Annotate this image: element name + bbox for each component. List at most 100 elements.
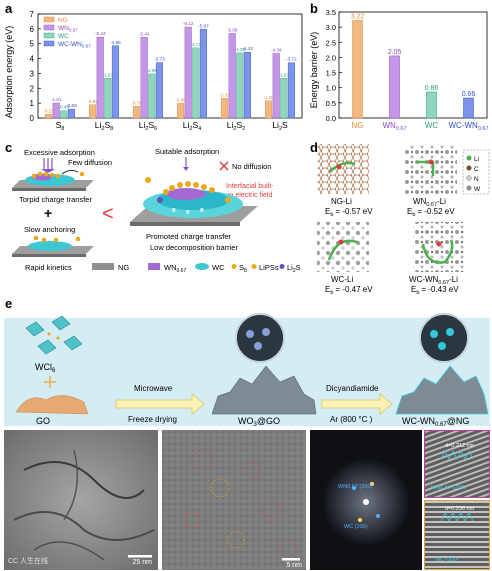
legend-d-n: N bbox=[474, 176, 479, 183]
chart-b-bar-label: 0.86 bbox=[425, 85, 439, 92]
label-suitable-adsorption: Suitable adsorption bbox=[155, 147, 219, 156]
hrtem-image-g: 5 nm bbox=[162, 430, 306, 570]
legend-c-s8: S8 bbox=[239, 263, 247, 274]
chart-b-axes bbox=[338, 11, 488, 119]
chart-a-bar-label: -2.67 bbox=[103, 72, 114, 77]
chart-a-x-tick-labels: S8 Li2S8 Li2S6 Li2S4 Li2S2 Li2S bbox=[56, 120, 288, 132]
chart-a-bar-label: -2.67 bbox=[279, 72, 290, 77]
chart-a-bar-label: -3.73 bbox=[154, 57, 165, 62]
chart-b-y-tick-label: 3.0 bbox=[326, 23, 336, 32]
chart-b-bar-label: 0.66 bbox=[462, 91, 476, 98]
label-freeze-drying: Freeze drying bbox=[128, 415, 177, 424]
chart-a-axes bbox=[37, 13, 303, 119]
arrow-step1-icon bbox=[115, 393, 205, 415]
chart-a-x-tick-label: Li2S8 bbox=[95, 120, 113, 132]
chart-a-bar bbox=[96, 36, 104, 119]
chart-b-x-tick-label: WC-WN0.67 bbox=[448, 121, 488, 132]
legend-c-ng: NG bbox=[118, 263, 129, 272]
chart-a-x-tick-label: Li2S bbox=[272, 120, 288, 132]
chart-a-bar bbox=[243, 51, 251, 119]
label-wn-li: WN0.67-Li bbox=[413, 197, 446, 208]
lattice-tag-1: WN0.67 (200) bbox=[431, 485, 466, 491]
chart-a-legend-swatch bbox=[43, 24, 55, 31]
label-torpid-charge-transfer: Torpid charge transfer bbox=[19, 195, 92, 204]
eb-wc-li: Eb = -0.47 eV bbox=[325, 285, 373, 295]
lattice-tag-2: WC (100) bbox=[435, 557, 459, 563]
chart-a-bar bbox=[221, 98, 229, 119]
scale-bar-f: 25 nm bbox=[132, 559, 152, 566]
chart-a-bar-label: -4.43 bbox=[242, 46, 253, 51]
label-few-diffusion: Few diffusion bbox=[68, 158, 112, 167]
wcl6-molecule-icon bbox=[25, 315, 83, 355]
panel-letter-d: d bbox=[310, 140, 318, 155]
label-low-decomposition-barrier: Low decomposition barrier bbox=[150, 243, 238, 252]
chart-a-legend-label: WC-WN0.67 bbox=[58, 41, 91, 49]
chart-b-y-tick-label: 1.0 bbox=[326, 84, 336, 93]
d-spacing-2: d=0.236 nm bbox=[445, 506, 475, 512]
chart-a-bar bbox=[148, 73, 156, 119]
chart-a-bar-label: -1.32 bbox=[219, 92, 230, 97]
chart-b-y-tick-label: 2.5 bbox=[326, 38, 336, 47]
chart-b-bar bbox=[389, 55, 400, 119]
chart-a-y-tick-label: 1 bbox=[30, 99, 35, 108]
chart-a-y-tick-label: 3 bbox=[30, 69, 35, 78]
label-final-product: WC-WN0.67@NG bbox=[402, 416, 469, 428]
chart-b-bar-label: 2.05 bbox=[388, 49, 402, 56]
chart-b-x-tick-labels: NG WN0.67 WC WC-WN0.67 bbox=[352, 121, 489, 132]
chart-a-legend-swatch bbox=[43, 32, 55, 39]
electron-label-3: e bbox=[200, 207, 204, 214]
chart-b-value-labels: 3.22 2.05 0.86 0.66 bbox=[351, 13, 476, 98]
legend-c-li2s: Li2S bbox=[287, 263, 301, 274]
less-than-sign: < bbox=[102, 203, 114, 225]
chart-b-x-tick-label: WC bbox=[425, 121, 439, 130]
chart-b-y-tick-labels: 0.0 0.5 1.0 1.5 2.0 2.5 3.0 3.5 bbox=[326, 8, 336, 123]
chart-a-legend-label: WC bbox=[58, 33, 69, 40]
chart-a-bar bbox=[52, 102, 60, 119]
label-interfacial-2: in electric field bbox=[228, 192, 272, 199]
chart-a-bar-label: -1.01 bbox=[51, 97, 62, 102]
chart-a-bar-label: -0.25 bbox=[43, 108, 54, 113]
model-ng-li bbox=[317, 144, 369, 194]
chart-a-bar bbox=[60, 110, 68, 119]
down-arrow-small-icon bbox=[183, 157, 189, 171]
legend-d-li: Li bbox=[474, 156, 479, 163]
chart-b-y-axis-label: Energy barrier (eV) bbox=[309, 32, 319, 109]
chart-b-y-tick-label: 3.5 bbox=[326, 8, 336, 17]
chart-a-adsorption-energy: -0.25 -1.01 -0.49-0.59 -0.89 -5.44 -2.67 -4.86… bbox=[4, 10, 303, 132]
chart-a-bar-label: -0.79 bbox=[131, 100, 142, 105]
chart-a-legend-swatch bbox=[43, 40, 55, 47]
chart-a-x-tick-label: S8 bbox=[56, 120, 65, 132]
panel-c-schematic: Excessive adsorption Few diffusion Torpi… bbox=[12, 147, 301, 274]
label-ng-li: NG-Li bbox=[331, 197, 352, 206]
watermark: CC 人生在线 bbox=[8, 558, 49, 565]
label-wo3-go: WO3@GO bbox=[238, 416, 280, 428]
legend-d-w: W bbox=[474, 186, 481, 193]
panel-d-dft-models: NG-Li Eb = -0.57 eV WN0.67-Li Eb = -0.52 e… bbox=[317, 144, 490, 295]
chart-a-bar bbox=[177, 103, 185, 119]
panel-letter-c: c bbox=[5, 140, 13, 155]
label-rapid-kinetics: Rapid kinetics bbox=[25, 263, 72, 272]
chart-a-frame bbox=[37, 13, 303, 119]
electron-label-2: e bbox=[186, 209, 190, 216]
chart-b-frame bbox=[338, 11, 488, 119]
chart-a-value-labels: -0.25 -1.01 -0.49-0.59 -0.89 -5.44 -2.67 -4.86… bbox=[43, 21, 297, 113]
label-excessive-adsorption: Excessive adsorption bbox=[24, 148, 95, 157]
chart-a-bar bbox=[155, 62, 163, 119]
plus-icon bbox=[44, 376, 56, 388]
label-interfacial-1: Interfacial built- bbox=[226, 183, 274, 190]
panel-c-legend: NG WN0.67 WC S8 LiPSs Li2S bbox=[92, 263, 301, 274]
chart-a-bar-label: -4.72 bbox=[191, 42, 202, 47]
chart-a-y-tick-labels: 0 1 2 3 4 5 6 7 bbox=[30, 10, 35, 123]
fft-label-wn: WN0.67 (200) bbox=[338, 484, 373, 490]
chart-b-x-tick-label: WN0.67 bbox=[382, 121, 406, 132]
panel-letter-a: a bbox=[5, 1, 13, 16]
chart-a-bar-label: -1.16 bbox=[263, 95, 274, 100]
chart-a-bars bbox=[45, 26, 295, 119]
chart-a-x-tick-label: Li2S6 bbox=[139, 120, 157, 132]
chart-a-bar bbox=[133, 106, 141, 119]
legend-c-wn: WN0.67 bbox=[164, 263, 186, 274]
chart-a-bar-label: -0.49 bbox=[59, 105, 70, 110]
chart-a-bar bbox=[228, 33, 236, 119]
chart-a-bar bbox=[140, 37, 148, 119]
chart-b-bar bbox=[352, 20, 363, 119]
